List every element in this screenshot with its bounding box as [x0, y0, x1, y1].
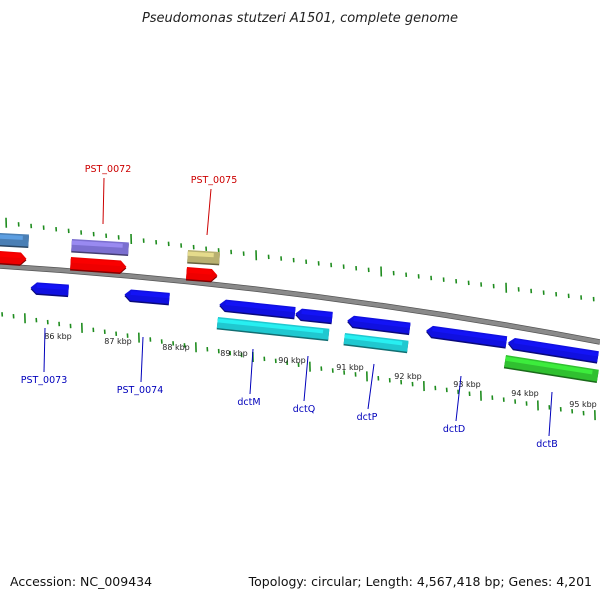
gene-label: dctP [357, 412, 378, 423]
feature-blue-pst0074 [124, 289, 170, 306]
gene-label: dctD [443, 424, 465, 435]
gene-leader-line [303, 355, 309, 402]
feature-blue-dctd [426, 325, 508, 349]
tick-label: 91 kbp [336, 363, 364, 372]
feature-red-left [0, 251, 27, 266]
gene-leader-line [249, 348, 254, 395]
feature-green-dctb [503, 355, 599, 384]
tick-label: 94 kbp [511, 389, 539, 398]
tick-label: 87 kbp [104, 337, 132, 346]
topology-text: Topology: circular; Length: 4,567,418 bp… [248, 574, 592, 589]
accession-text: Accession: NC_009434 [10, 574, 153, 589]
map-title: Pseudomonas stutzeri A1501, complete gen… [142, 11, 458, 26]
gene-leader-line [102, 177, 105, 225]
backbone-line [0, 264, 600, 344]
gene-label: PST_0074 [117, 385, 164, 396]
feature-red-pst0072 [70, 257, 127, 274]
tick-label: 95 kbp [569, 400, 597, 409]
gene-label: dctB [536, 439, 558, 450]
feature-olive-pst0075 [187, 250, 220, 266]
backbone-track [0, 263, 600, 345]
feature-blue-dctm [219, 299, 296, 320]
feature-blue-dctb [507, 337, 599, 364]
gene-label: PST_0073 [21, 375, 68, 386]
tick-label: 90 kbp [278, 356, 306, 365]
feature-blue-dctq [295, 308, 333, 325]
feature-cyan-dctm [216, 317, 330, 342]
gene-leader-line [548, 391, 553, 437]
tick-track: 86 kbp 87 kbp 88 kbp 89 kbp 90 kbp 91 kbp 92 k… [1, 217, 597, 421]
gene-leader-line [206, 188, 212, 236]
tick-label: 92 kbp [394, 372, 422, 381]
feature-cyan-dctp [343, 333, 409, 354]
tick-label: 93 kbp [453, 380, 481, 389]
tick-label: 86 kbp [44, 332, 72, 341]
gene-label: dctM [237, 397, 260, 408]
feature-blue-dctp [347, 315, 411, 336]
feature-red-pst0075 [185, 267, 218, 283]
gene-leader-line [140, 336, 144, 383]
gene-leader-line [367, 363, 375, 410]
gene-label: dctQ [293, 404, 315, 415]
tick-label: 88 kbp [162, 343, 190, 352]
feature-blue-pst0073 [30, 282, 69, 298]
feature-purple-pst0072 [71, 239, 129, 256]
gene-label: PST_0072 [85, 164, 132, 175]
label-track: PST_0072 PST_0075 PST_0073 PST_0074 dctM dctQ… [21, 164, 558, 450]
gene-leader-line [455, 375, 462, 422]
tick-label: 89 kbp [220, 349, 248, 358]
gene-label: PST_0075 [191, 175, 238, 186]
feature-steelblue-left [0, 233, 29, 248]
gene-leader-line [43, 327, 46, 373]
feature-track [0, 233, 599, 384]
